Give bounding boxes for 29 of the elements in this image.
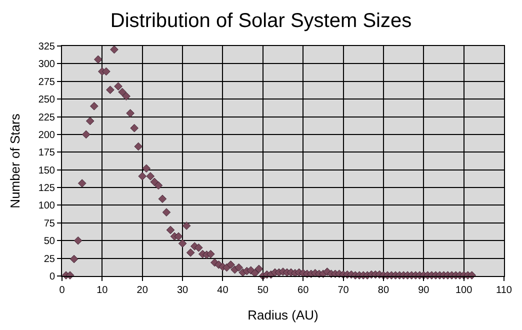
y-tick-label: 200	[38, 130, 56, 141]
y-tick-label: 125	[38, 183, 56, 194]
y-tick-label: 175	[38, 148, 56, 159]
x-tick-label: 70	[338, 285, 350, 296]
y-axis-title: Number of Stars	[7, 113, 22, 208]
y-tick-label: 225	[38, 112, 56, 124]
x-tick-label: 50	[257, 285, 269, 296]
y-tick-label: 75	[44, 218, 56, 230]
y-tick-label: 100	[38, 200, 56, 212]
x-tick-label: 30	[176, 285, 189, 296]
x-tick-label: 0	[59, 285, 66, 296]
y-tick-label: 325	[38, 42, 56, 52]
x-tick-label: 60	[298, 285, 310, 296]
x-tick-label: 110	[496, 285, 512, 296]
y-tick-label: 300	[38, 59, 56, 70]
y-tick-label: 275	[38, 76, 56, 88]
x-axis-title: Radius (AU)	[248, 308, 318, 323]
y-tick-label: 0	[49, 272, 56, 282]
x-tick-label: 80	[378, 285, 390, 296]
chart-title: Distribution of Solar System Sizes	[110, 10, 412, 32]
y-tick-label: 250	[38, 94, 56, 106]
x-tick-label: 10	[96, 285, 108, 296]
x-tick-label: 40	[217, 285, 229, 296]
x-tick-label: 90	[418, 285, 430, 296]
x-tick-label: 20	[136, 285, 148, 296]
y-tick-label: 25	[44, 254, 56, 265]
y-tick-label: 150	[38, 165, 56, 176]
x-tick-label: 100	[455, 285, 473, 296]
y-tick-label: 50	[44, 236, 56, 248]
